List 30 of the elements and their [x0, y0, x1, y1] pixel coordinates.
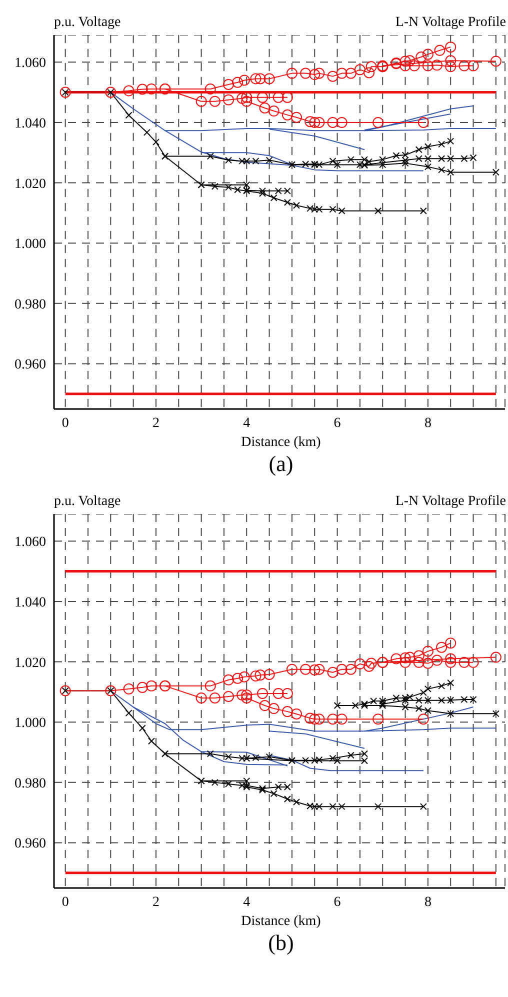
y-axis-title: p.u. Voltage [54, 494, 121, 510]
x-axis-title: Distance (km) [240, 435, 322, 451]
y-tick-label: 0.980 [14, 297, 46, 312]
x-tick-label: 4 [243, 894, 250, 910]
x-tick-label: 2 [152, 894, 160, 910]
x-tick-label: 2 [152, 416, 160, 431]
text: (a) [268, 451, 294, 477]
y-tick-label: 0.980 [14, 776, 46, 792]
y-axis-title: p.u. Voltage [54, 15, 121, 31]
y-tick-label: 0.960 [14, 358, 46, 373]
chart-title: L-N Voltage Profile [395, 494, 506, 510]
x-tick-label: 0 [62, 416, 69, 431]
y-tick-label: 1.040 [14, 116, 46, 132]
y-tick-label: 1.020 [14, 176, 46, 192]
y-tick-label: 1.060 [14, 56, 46, 72]
x-tick-label: 0 [62, 894, 69, 910]
text: (b) [267, 930, 295, 956]
x-tick-label: 4 [243, 416, 250, 431]
chart-title: L-N Voltage Profile [395, 15, 506, 31]
y-tick-label: 0.960 [14, 836, 46, 852]
y-tick-label: 1.040 [14, 595, 46, 610]
y-tick-label: 1.000 [14, 716, 46, 732]
x-tick-label: 6 [334, 894, 341, 910]
y-tick-label: 1.020 [14, 656, 46, 671]
x-tick-label: 8 [424, 416, 432, 431]
x-axis-title: Distance (km) [240, 914, 322, 930]
x-tick-label: 6 [334, 416, 341, 431]
y-tick-label: 1.000 [14, 237, 46, 252]
x-tick-label: 8 [424, 894, 432, 910]
y-tick-label: 1.060 [14, 535, 46, 550]
